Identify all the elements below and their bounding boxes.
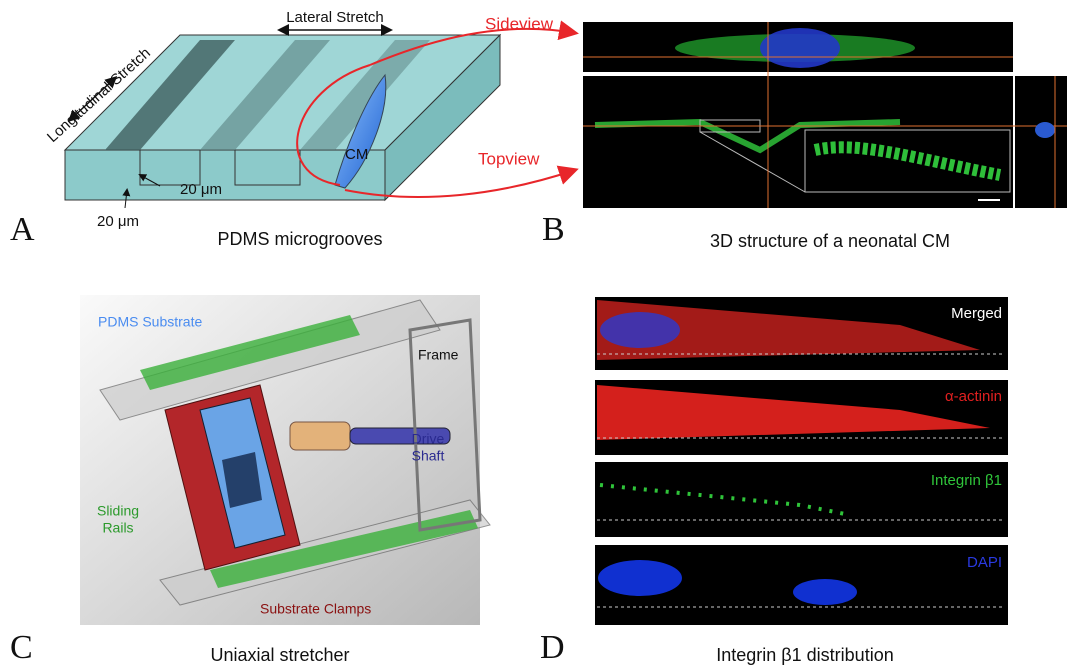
figure: Lateral Stretch Longitudinal Stretch CM …: [0, 0, 1070, 669]
caption: PDMS microgrooves: [217, 229, 382, 249]
substrate-label: PDMS Substrate: [98, 314, 202, 330]
drive-shaft-label: Shaft: [412, 448, 445, 464]
caption: Uniaxial stretcher: [210, 645, 349, 665]
panel-label: B: [542, 211, 565, 248]
channel-label: Merged: [951, 305, 1002, 322]
channel-label: DAPI: [967, 554, 1002, 571]
drive-shaft-label: Drive: [412, 431, 445, 447]
channel-label: Integrin β1: [931, 472, 1002, 489]
panel-label: C: [10, 629, 33, 666]
sliding-rails-label: Sliding: [97, 503, 139, 519]
caption: 3D structure of a neonatal CM: [710, 231, 950, 251]
panel-label: A: [10, 211, 35, 248]
groove-depth-label: 20 μm: [97, 213, 139, 230]
cm-label: CM: [345, 146, 368, 163]
topview-label: Topview: [478, 149, 540, 168]
channel-label: α-actinin: [945, 388, 1002, 405]
caption: Integrin β1 distribution: [716, 645, 893, 665]
groove-width-label: 20 μm: [180, 181, 222, 198]
clamps-label: Substrate Clamps: [260, 601, 371, 617]
confocal-images: [583, 22, 1067, 208]
sliding-rails-label: Rails: [102, 520, 133, 536]
lateral-label: Lateral Stretch: [286, 9, 384, 26]
sideview-label: Sideview: [485, 14, 554, 33]
panel-label: D: [540, 629, 565, 666]
frame-label: Frame: [418, 347, 459, 363]
channel-images: [595, 297, 1008, 625]
